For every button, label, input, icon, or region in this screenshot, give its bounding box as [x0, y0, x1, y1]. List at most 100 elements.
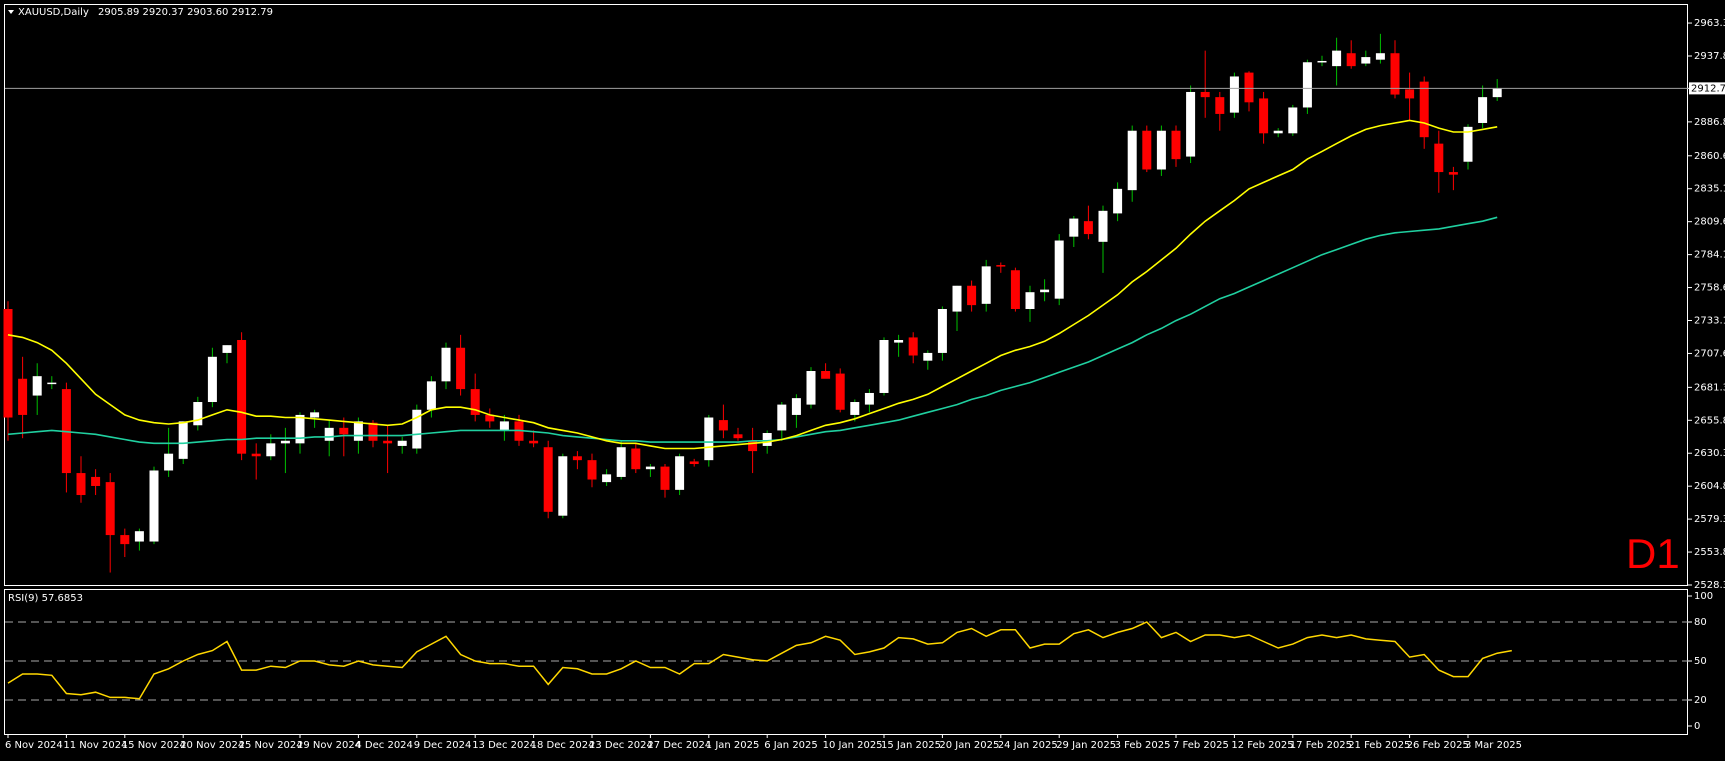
candle-body: [1361, 57, 1371, 64]
candle-body: [32, 376, 42, 396]
candle-body: [412, 409, 422, 449]
price-tick-label: 2604.85: [1694, 481, 1725, 492]
time-tick-label: 7 Feb 2025: [1173, 740, 1229, 751]
price-tick-label: 2937.85: [1694, 51, 1725, 62]
price-axis[interactable]: 2963.35 2937.85 2912.79 2886.85 2860.60 2835.…: [1688, 18, 1725, 591]
rsi-tick-label: 80: [1694, 617, 1707, 628]
candle-body: [1083, 221, 1093, 235]
candle-body: [660, 466, 670, 490]
ma-slow-line: [7, 216, 1498, 445]
collapse-triangle-icon[interactable]: [8, 10, 14, 14]
time-tick-label: 15 Jan 2025: [881, 740, 941, 751]
candle-body: [426, 381, 436, 410]
candle-body: [324, 427, 334, 441]
time-tick-label: 26 Feb 2025: [1407, 740, 1469, 751]
candle-body: [733, 434, 743, 439]
price-tick-label: 2630.35: [1694, 448, 1725, 459]
candle-body: [1390, 53, 1400, 95]
candle-body: [675, 456, 685, 490]
candle-body: [47, 382, 57, 385]
candle-body: [543, 447, 553, 512]
time-tick-label: 6 Nov 2024: [5, 740, 63, 751]
candle-body: [499, 421, 509, 431]
candle-body: [529, 440, 539, 444]
time-tick-label: 12 Feb 2025: [1231, 740, 1293, 751]
candle-body: [777, 404, 787, 431]
candle-body: [821, 371, 831, 379]
candle-body: [134, 531, 144, 542]
candle-body: [485, 414, 495, 422]
timeframe-label: D1: [1626, 530, 1680, 577]
candle-body: [1434, 143, 1444, 173]
candle-body: [1492, 88, 1502, 98]
time-tick-label: 13 Dec 2024: [472, 740, 536, 751]
candle-body: [748, 440, 758, 452]
time-tick-label: 1 Jan 2025: [706, 740, 760, 751]
price-tick-label: 2655.85: [1694, 415, 1725, 426]
candle-body: [908, 337, 918, 356]
candle-body: [91, 476, 101, 486]
price-tick-label: 2579.35: [1694, 514, 1725, 525]
candle-body: [1332, 50, 1342, 67]
candle-body: [1448, 172, 1458, 175]
price-tick-label: 2860.60: [1694, 151, 1725, 162]
time-tick-label: 24 Jan 2025: [998, 740, 1058, 751]
candle-body: [1156, 130, 1166, 170]
candle-body: [105, 482, 115, 536]
candle-body: [310, 412, 320, 418]
time-tick-label: 20 Jan 2025: [939, 740, 999, 751]
candle-body: [120, 535, 130, 545]
candle-body: [806, 371, 816, 405]
price-tick-label: 2835.10: [1694, 184, 1725, 195]
rsi-level-lines: [5, 621, 1688, 701]
candle-body: [1098, 210, 1108, 242]
candle-body: [645, 466, 655, 470]
time-tick-label: 17 Feb 2025: [1290, 740, 1352, 751]
candle-body: [3, 308, 13, 418]
candle-body: [251, 453, 261, 457]
candle-body: [967, 285, 977, 306]
candle-body: [178, 421, 188, 459]
candle-body: [1200, 91, 1210, 98]
ma-fast-line: [7, 119, 1498, 450]
candle-body: [1346, 53, 1356, 67]
candle-body: [937, 308, 947, 353]
time-tick-label: 11 Nov 2024: [63, 740, 127, 751]
candle-body: [1259, 98, 1269, 134]
time-tick-label: 27 Dec 2024: [647, 740, 711, 751]
candle-body: [193, 402, 203, 426]
candle-body: [207, 356, 217, 403]
candle-body: [996, 265, 1006, 267]
candle-body: [762, 433, 772, 446]
rsi-axis: 100 80 50 20 0: [1688, 591, 1713, 732]
symbol-label: XAUUSD,Daily: [18, 7, 89, 18]
candle-body: [266, 443, 276, 457]
candle-body: [1186, 91, 1196, 157]
candle-body: [368, 422, 378, 441]
time-tick-label: 3 Feb 2025: [1115, 740, 1171, 751]
rsi-tick-label: 100: [1694, 591, 1713, 602]
time-tick-label: 21 Feb 2025: [1348, 740, 1410, 751]
candle-body: [558, 456, 568, 516]
candle-body: [397, 440, 407, 446]
rsi-label: RSI(9) 57.6853: [8, 593, 83, 604]
current-price-label: 2912.79: [1691, 83, 1725, 94]
candle-body: [353, 421, 363, 441]
price-tick-label: 2707.60: [1694, 348, 1725, 359]
candle-body: [1127, 130, 1137, 191]
candle-body: [631, 448, 641, 470]
candle-body: [1478, 97, 1488, 123]
candle-body: [1142, 130, 1152, 170]
candle-body: [923, 352, 933, 361]
rsi-tick-label: 20: [1694, 695, 1707, 706]
rsi-tick-label: 0: [1694, 721, 1700, 732]
candles: [3, 33, 1502, 573]
candle-body: [1010, 270, 1020, 309]
rsi-series: [7, 621, 1512, 700]
main-panel-frame: [4, 4, 1688, 586]
candle-body: [383, 440, 393, 444]
time-tick-label: 6 Jan 2025: [764, 740, 818, 751]
time-tick-label: 15 Nov 2024: [122, 740, 186, 751]
